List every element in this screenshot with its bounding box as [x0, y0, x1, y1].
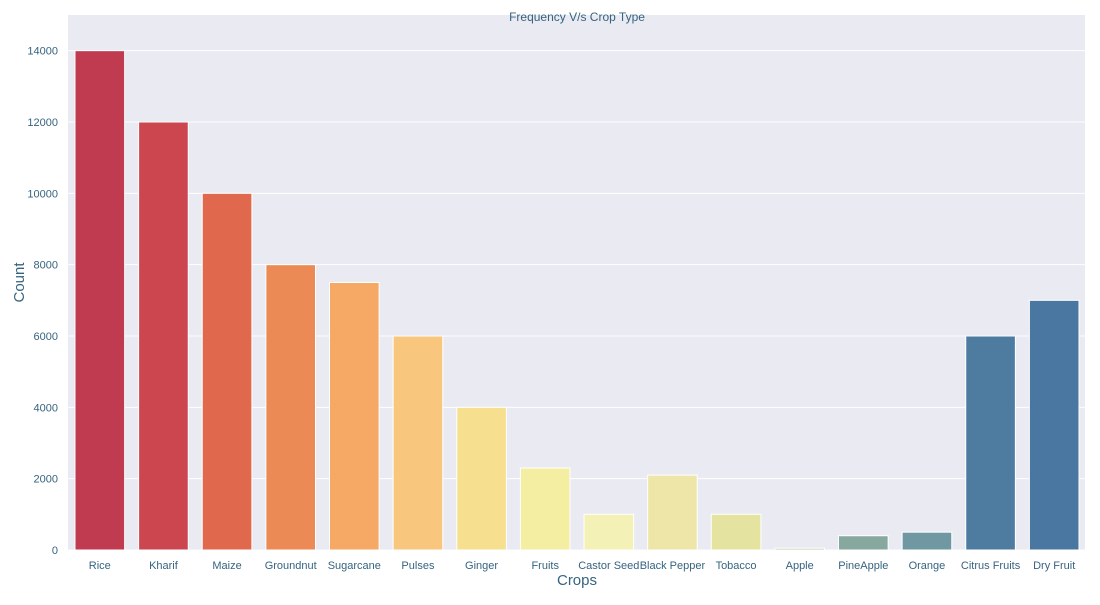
bar — [1028, 299, 1080, 551]
x-tick-label: PineApple — [838, 560, 888, 572]
y-tick-label: 2000 — [34, 474, 58, 486]
x-tick-label: Pulses — [401, 560, 435, 572]
bar — [456, 406, 507, 551]
bar — [965, 335, 1016, 551]
y-tick-label: 14000 — [27, 46, 58, 58]
x-tick-label: Citrus Fruits — [961, 560, 1021, 572]
x-tick-labels: Rice Kharif Maize Groundnut Sugarcane Pulses G… — [89, 560, 1075, 572]
y-tick-labels: 0 2000 4000 6000 8000 10000 12000 14000 — [27, 46, 58, 557]
x-tick-label: Apple — [786, 560, 814, 572]
x-tick-label: Dry Fruit — [1033, 560, 1075, 572]
chart-title: Frequency V/s Crop Type — [509, 10, 645, 24]
bar — [774, 547, 826, 551]
x-tick-label: Ginger — [465, 560, 498, 572]
y-tick-label: 12000 — [27, 117, 58, 129]
x-tick-label: Black Pepper — [640, 560, 706, 572]
y-tick-label: 10000 — [27, 188, 58, 200]
bar — [583, 513, 635, 551]
bar — [265, 264, 317, 551]
x-axis-label: Crops — [557, 572, 597, 589]
x-tick-label: Maize — [212, 560, 241, 572]
x-tick-label: Orange — [909, 560, 946, 572]
bar — [328, 282, 380, 551]
x-tick-label: Castor Seed — [578, 560, 639, 572]
x-tick-label: Groundnut — [265, 560, 317, 572]
bar — [392, 335, 444, 551]
bar — [74, 50, 126, 551]
bar — [519, 467, 571, 551]
bar — [710, 513, 762, 551]
bars — [74, 50, 1080, 551]
x-tick-label: Kharif — [149, 560, 179, 572]
bar — [901, 531, 953, 551]
x-tick-label: Sugarcane — [328, 560, 381, 572]
bar — [837, 535, 889, 551]
bar — [201, 192, 253, 551]
x-tick-label: Rice — [89, 560, 111, 572]
bar — [138, 121, 189, 551]
y-tick-label: 6000 — [34, 331, 58, 343]
x-tick-label: Tobacco — [716, 560, 757, 572]
y-tick-label: 4000 — [34, 402, 58, 414]
bar — [647, 474, 698, 551]
y-tick-label: 8000 — [34, 260, 58, 272]
y-axis-label: Count — [11, 262, 28, 303]
x-tick-label: Fruits — [531, 560, 559, 572]
y-tick-label: 0 — [52, 545, 58, 557]
